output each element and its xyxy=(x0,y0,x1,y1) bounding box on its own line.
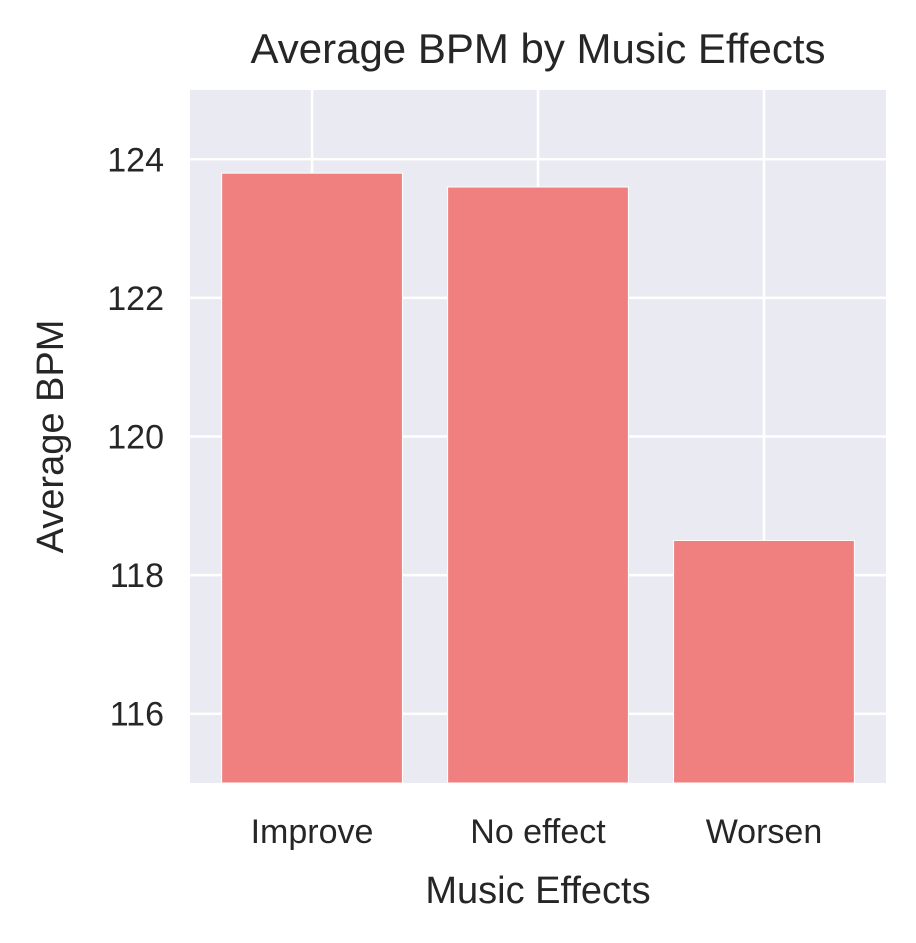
x-tick-labels: Improve No effect Worsen xyxy=(251,813,823,851)
chart-title: Average BPM by Music Effects xyxy=(250,25,825,72)
x-tick-label: Worsen xyxy=(706,813,823,851)
y-tick-label: 118 xyxy=(110,557,164,595)
bar-worsen xyxy=(673,539,855,784)
x-tick-label: Improve xyxy=(251,813,374,851)
y-tick-label: 120 xyxy=(107,419,164,457)
bar-improve xyxy=(221,172,403,784)
x-axis-label: Music Effects xyxy=(425,870,650,912)
x-tick-label: No effect xyxy=(470,813,606,851)
y-tick-labels: 116 118 120 122 124 xyxy=(107,141,164,733)
y-tick-label: 122 xyxy=(107,280,164,318)
y-tick-label: 116 xyxy=(110,696,164,734)
bar-no-effect xyxy=(447,186,629,784)
y-tick-label: 124 xyxy=(107,141,164,179)
y-axis-label: Average BPM xyxy=(30,320,72,554)
bars xyxy=(221,172,855,784)
